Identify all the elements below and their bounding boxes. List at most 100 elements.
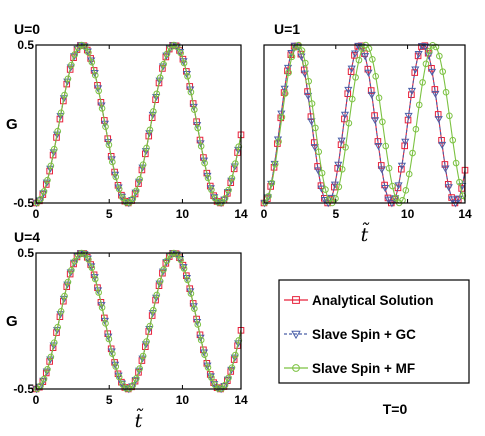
series-marker: [163, 257, 171, 264]
series-marker: [187, 88, 195, 96]
series-marker: [146, 126, 154, 134]
series-marker: [184, 72, 191, 80]
series-marker: [315, 148, 323, 156]
series-marker: [139, 161, 147, 168]
series-marker: [71, 257, 79, 265]
series-marker: [40, 188, 48, 195]
temperature-label: T=0: [383, 401, 408, 417]
series-marker: [405, 170, 413, 178]
series-marker: [115, 185, 123, 193]
series-marker: [68, 266, 75, 274]
x-tick-label: 0: [261, 207, 268, 221]
series-marker: [81, 43, 89, 50]
series-marker: [360, 53, 370, 61]
series-marker: [414, 50, 423, 59]
series-marker: [448, 196, 457, 204]
series-marker: [415, 101, 423, 109]
series-marker: [176, 48, 185, 57]
series-marker: [177, 49, 184, 57]
series-marker: [221, 194, 229, 202]
series-marker: [206, 182, 214, 190]
series-marker: [117, 193, 127, 201]
series-marker: [371, 112, 378, 119]
series-marker: [375, 94, 383, 102]
series-marker: [91, 275, 99, 283]
series-marker: [122, 385, 130, 392]
series-marker: [87, 261, 94, 268]
series-line-3: [35, 252, 242, 390]
series-marker: [381, 184, 390, 193]
series-marker: [105, 141, 113, 149]
series-marker: [57, 109, 65, 117]
series-marker: [50, 339, 58, 346]
series-marker: [287, 51, 295, 59]
series-marker: [194, 124, 202, 132]
x-tick-label: 10: [401, 207, 415, 221]
series-marker: [197, 142, 205, 150]
series-marker: [109, 350, 116, 357]
series-marker: [203, 359, 211, 367]
series-marker: [191, 305, 198, 312]
series-marker: [318, 169, 326, 177]
series-marker: [434, 111, 442, 118]
series-line-3: [35, 44, 242, 204]
series-marker: [432, 43, 440, 51]
series-marker: [361, 50, 368, 57]
series-marker: [285, 69, 292, 76]
series-marker: [105, 335, 113, 343]
series-marker: [102, 123, 109, 131]
series-marker: [91, 71, 99, 79]
series-marker: [310, 144, 319, 152]
series-marker: [129, 382, 137, 389]
series-marker: [114, 181, 122, 189]
series-marker: [232, 160, 239, 167]
series-marker: [163, 50, 171, 58]
series-marker: [431, 90, 440, 98]
series-marker: [402, 187, 410, 194]
legend-label: Slave Spin + GC: [312, 327, 416, 342]
series-marker: [64, 75, 72, 83]
series-marker: [337, 141, 345, 149]
series-marker: [444, 184, 453, 192]
series-marker: [394, 182, 403, 190]
series-marker: [98, 105, 106, 112]
series-marker: [434, 116, 443, 124]
series-marker: [277, 110, 286, 118]
series-marker: [278, 113, 286, 121]
series-marker: [40, 375, 48, 383]
series-marker: [102, 320, 109, 327]
series-marker: [90, 271, 98, 279]
legend-marker: [291, 330, 301, 340]
series-marker: [50, 145, 58, 153]
series-marker: [112, 363, 120, 370]
series-marker: [156, 277, 164, 285]
y-axis-label: G: [6, 313, 18, 330]
series-marker: [132, 187, 140, 195]
series-marker: [412, 125, 420, 133]
plot-area: [264, 45, 465, 203]
legend-item: Slave Spin + GC: [284, 327, 416, 342]
series-marker: [442, 88, 450, 96]
series-marker: [71, 51, 79, 58]
series-marker: [281, 90, 289, 97]
series-marker: [438, 136, 445, 144]
series-marker: [288, 53, 296, 61]
x-axis-label: t̃: [361, 223, 370, 246]
legend-item: Analytical Solution: [284, 293, 434, 308]
series-marker: [83, 48, 92, 56]
series-marker: [228, 174, 236, 182]
x-axis-label: t̃: [135, 409, 144, 432]
series-marker: [114, 370, 122, 378]
panel-label: U=0: [14, 21, 40, 37]
series-marker: [404, 112, 413, 120]
legend-label: Analytical Solution: [312, 293, 434, 308]
series-marker: [44, 176, 51, 184]
series-marker: [183, 272, 190, 280]
series-marker: [421, 43, 430, 51]
series-marker: [208, 374, 215, 381]
series-marker: [355, 56, 363, 64]
legend-box: [278, 279, 470, 384]
x-tick-label: 14: [458, 207, 472, 221]
series-marker: [369, 56, 376, 63]
series-marker: [95, 289, 102, 296]
